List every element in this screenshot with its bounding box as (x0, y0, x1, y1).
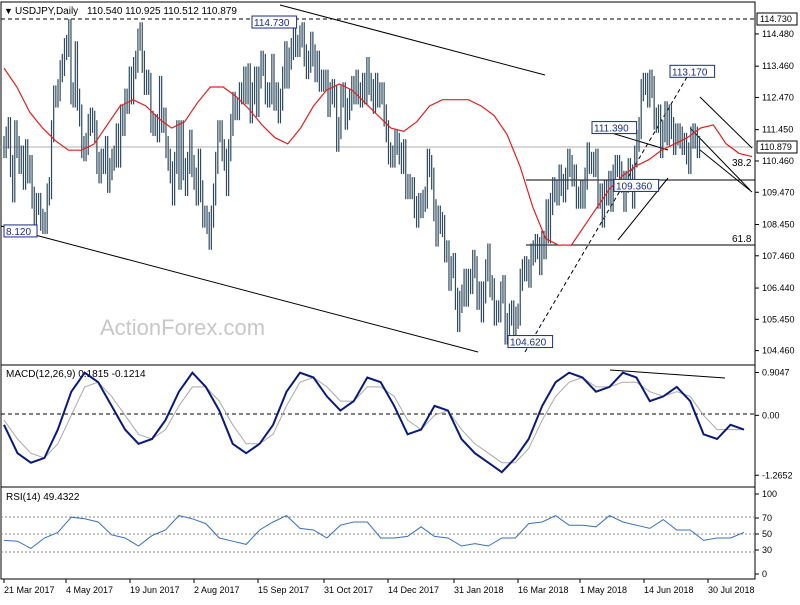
price-annotation-box (591, 121, 638, 135)
x-tick-label: 1 May 2018 (580, 585, 627, 595)
watermark-text: ActionForex.com (100, 315, 265, 340)
price-annotation-label: 38.2 (732, 158, 752, 169)
price-y-tick-label: 104.460 (762, 346, 795, 356)
rsi-y-tick-label: 70 (762, 513, 772, 523)
price-annotation-box (251, 15, 298, 29)
upper-channel-line (279, 4, 546, 76)
chart-collapse-arrow-icon[interactable]: ▼ (4, 6, 13, 16)
price-panel-title: USDJPY,Daily (15, 6, 78, 17)
rsi-panel-frame (0, 486, 756, 580)
price-annotation-box (507, 335, 554, 349)
price-annotation-label: 104.620 (510, 338, 547, 349)
price-annotation-label: 111.390 (594, 124, 629, 135)
moving-average-group (3, 67, 753, 246)
triangle-lower-line (617, 177, 669, 241)
price-y-tick-label: 113.460 (762, 61, 794, 71)
x-axis: 21 Mar 2017 4 May 2017 19 Jun 2017 2 Aug 20… (3, 579, 755, 595)
rsi-y-tick-label: 0 (762, 569, 767, 579)
x-tick-label: 14 Jun 2018 (644, 585, 694, 595)
rsi-y-tick-label: 100 (762, 489, 777, 499)
recent-down-upper-line (699, 96, 753, 149)
rsi-panel-title: RSI(14) 49.4322 (6, 492, 80, 503)
macd-series-group (3, 371, 745, 474)
price-annotation-label: 61.8 (732, 234, 752, 245)
price-y-axis: 104.460 105.450 106.440 107.460 108.450 109.4… (755, 29, 795, 356)
macd-y-tick-label: 0.00 (762, 410, 780, 420)
rsi-y-tick-label: 50 (762, 529, 772, 539)
x-tick-label: 21 Mar 2017 (4, 585, 55, 595)
x-tick-label: 31 Oct 2017 (324, 585, 373, 595)
x-tick-label: 2 Aug 2017 (194, 585, 240, 595)
price-annotation-label: 109.360 (616, 181, 653, 192)
moving-average-line (3, 67, 753, 246)
price-y-tick-label: 111.450 (762, 125, 793, 135)
top-price-tag (756, 12, 798, 26)
x-tick-label: 16 Mar 2018 (518, 585, 569, 595)
recent-down-lower2-line (699, 149, 753, 193)
price-panel-ohlc: 110.540 110.925 110.512 110.879 (87, 6, 237, 17)
macd-y-tick-label: 0.9047 (762, 368, 790, 378)
x-tick-label: 19 Jun 2017 (130, 585, 180, 595)
price-annotation-box (3, 224, 38, 238)
x-tick-label: 14 Dec 2017 (388, 585, 439, 595)
price-y-tick-label: 112.470 (762, 92, 794, 102)
rsi-line (3, 515, 745, 549)
x-tick-label: 4 May 2017 (66, 585, 113, 595)
macd-y-tick-label: -1.2652 (762, 470, 793, 480)
rsi-y-tick-label: 30 (762, 545, 772, 555)
price-y-tick-label: 105.450 (762, 314, 795, 324)
price-annotation-box (669, 64, 716, 78)
macd-line (3, 371, 745, 474)
macd-divergence-line (609, 369, 726, 379)
macd-panel-title: MACD(12,26,9) 0.1815 -0.1214 (6, 369, 146, 380)
macd-signal-line (3, 376, 744, 464)
last-price-tag-label: 110.879 (760, 142, 792, 152)
price-y-tick-label: 107.460 (762, 251, 795, 261)
price-annotation-label: 114.730 (254, 18, 290, 29)
x-tick-label: 15 Sep 2017 (258, 585, 309, 595)
rally-dashed-line (524, 71, 691, 353)
price-y-tick-label: 114.480 (762, 29, 794, 39)
price-annotation-box (613, 178, 660, 192)
top-price-tag-label: 114.730 (760, 14, 792, 24)
price-y-tick-label: 109.470 (762, 187, 795, 197)
lower-channel-line (0, 225, 479, 353)
rsi-y-axis: 100 70 50 30 0 (755, 489, 777, 579)
last-price-tag (756, 140, 798, 154)
price-annotation-label: 113.170 (672, 67, 708, 78)
price-annotations-group: 114.730 8.120 104.620 111.390 109.360 113.170… (3, 15, 752, 349)
price-y-tick-label: 110.460 (762, 156, 794, 166)
price-annotation-label: 8.120 (6, 227, 31, 238)
price-y-tick-label: 108.450 (762, 220, 795, 230)
x-tick-label: 31 Jan 2018 (454, 585, 504, 595)
x-tick-label: 30 Jul 2018 (708, 585, 755, 595)
rsi-series-group (3, 515, 745, 549)
macd-y-axis: 0.9047 0.00 -1.2652 (755, 368, 793, 480)
price-y-tick-label: 106.440 (762, 283, 795, 293)
